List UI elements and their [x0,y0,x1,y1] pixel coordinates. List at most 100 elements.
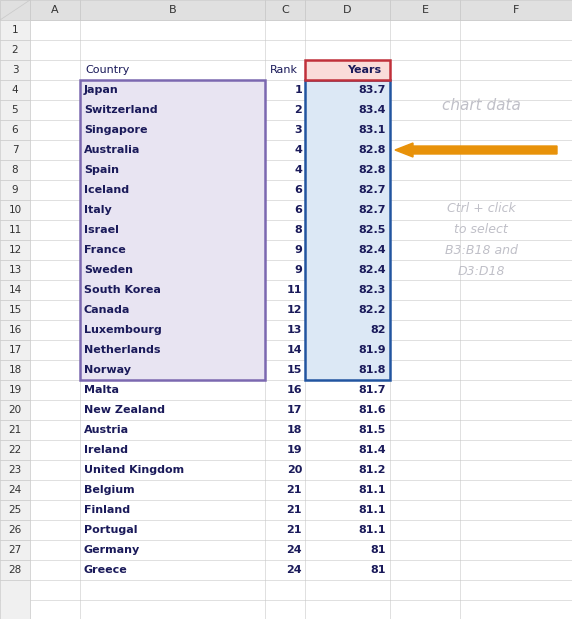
Text: Spain: Spain [84,165,119,175]
Text: 82.4: 82.4 [359,245,386,255]
Text: South Korea: South Korea [84,285,161,295]
Text: 82.8: 82.8 [359,145,386,155]
Text: 1: 1 [294,85,302,95]
Text: Rank: Rank [270,65,298,75]
Bar [0,480,30,500]
Text: Israel: Israel [84,225,119,235]
Text: Singapore: Singapore [84,125,148,135]
Text: 3: 3 [11,65,18,75]
Text: 83.4: 83.4 [359,105,386,115]
Bar [0,80,30,100]
Bar [0,140,30,160]
Text: chart data: chart data [442,98,521,113]
Text: Luxembourg: Luxembourg [84,325,162,335]
Bar [0,40,30,60]
Text: Iceland: Iceland [84,185,129,195]
Bar [0,220,30,240]
Text: 12: 12 [9,245,22,255]
Text: Austria: Austria [84,425,129,435]
Bar [0,0,30,20]
Bar [0,400,30,420]
Text: 2: 2 [11,45,18,55]
Polygon shape [0,0,30,20]
Text: E: E [422,5,428,15]
Text: 81.8: 81.8 [359,365,386,375]
Text: 83.7: 83.7 [359,85,386,95]
Text: New Zealand: New Zealand [84,405,165,415]
Bar [0,240,30,260]
Text: 26: 26 [9,525,22,535]
Text: 3: 3 [295,125,302,135]
Bar [0,120,30,140]
Text: Ireland: Ireland [84,445,128,455]
Bar [0,520,30,540]
Text: 82.2: 82.2 [359,305,386,315]
Text: 10: 10 [9,205,22,215]
Bar [0,260,30,280]
Text: 13: 13 [287,325,302,335]
Text: 21: 21 [287,525,302,535]
Text: 82.3: 82.3 [359,285,386,295]
Text: 81.5: 81.5 [359,425,386,435]
Bar [0,20,30,40]
Text: Country: Country [85,65,129,75]
Text: 11: 11 [287,285,302,295]
Bar [0,200,30,220]
Text: 27: 27 [9,545,22,555]
Text: 9: 9 [294,245,302,255]
Text: 4: 4 [11,85,18,95]
Text: 1: 1 [11,25,18,35]
Text: 21: 21 [9,425,22,435]
Text: 82.7: 82.7 [359,205,386,215]
Text: 12: 12 [287,305,302,315]
Text: 15: 15 [9,305,22,315]
Text: Japan: Japan [84,85,119,95]
Text: Norway: Norway [84,365,131,375]
Text: Ctrl + click
to select
B3:B18 and
D3:D18: Ctrl + click to select B3:B18 and D3:D18 [444,202,518,278]
Bar [0,360,30,380]
Text: F: F [513,5,519,15]
Text: 20: 20 [9,405,22,415]
Text: D: D [343,5,352,15]
Text: Germany: Germany [84,545,140,555]
Bar [0,500,30,520]
Bar [0,300,30,320]
Text: Italy: Italy [84,205,112,215]
Text: 9: 9 [294,265,302,275]
Text: 4: 4 [294,165,302,175]
Bar [0,180,30,200]
Text: 20: 20 [287,465,302,475]
Text: 9: 9 [11,185,18,195]
Text: 82.5: 82.5 [359,225,386,235]
Text: Canada: Canada [84,305,130,315]
Text: 5: 5 [11,105,18,115]
Bar [0,560,30,580]
FancyArrow shape [395,143,557,157]
Text: 14: 14 [287,345,302,355]
Text: 2: 2 [294,105,302,115]
Bar [0,340,30,360]
Bar [80,0,265,20]
Bar [305,80,390,380]
Bar [0,440,30,460]
Text: 8: 8 [294,225,302,235]
Text: 24: 24 [9,485,22,495]
Text: 21: 21 [287,505,302,515]
Bar [0,320,30,340]
Text: 6: 6 [294,205,302,215]
Text: Sweden: Sweden [84,265,133,275]
Text: 16: 16 [9,325,22,335]
Bar [0,160,30,180]
Text: 18: 18 [9,365,22,375]
Text: Years: Years [348,65,382,75]
Text: Switzerland: Switzerland [84,105,158,115]
Text: 17: 17 [9,345,22,355]
Text: 19: 19 [287,445,302,455]
Text: 81.1: 81.1 [359,505,386,515]
Text: Finland: Finland [84,505,130,515]
Text: 19: 19 [9,385,22,395]
Text: United Kingdom: United Kingdom [84,465,184,475]
Text: 21: 21 [287,485,302,495]
Text: 83.1: 83.1 [359,125,386,135]
Bar [80,80,265,380]
